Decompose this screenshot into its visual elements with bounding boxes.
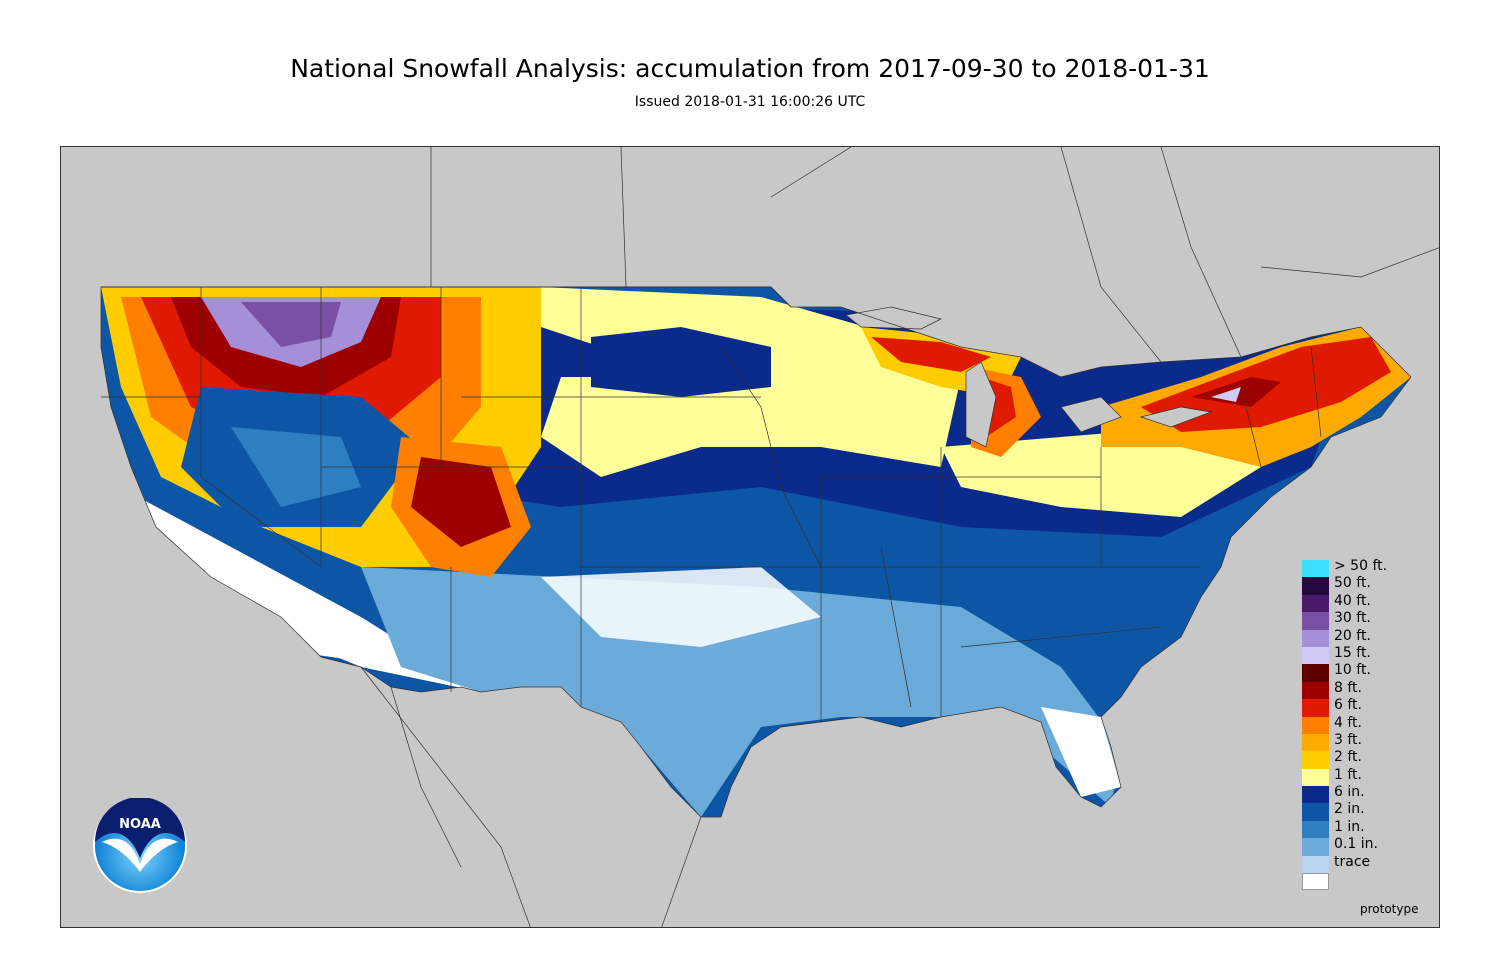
legend-swatch: [1302, 560, 1329, 578]
legend-label: 6 ft.: [1334, 697, 1362, 714]
legend-label: 0.1 in.: [1334, 836, 1378, 853]
legend-swatch: [1302, 646, 1329, 665]
legend-swatch: [1302, 664, 1329, 682]
legend-label: 3 ft.: [1334, 731, 1362, 748]
legend-swatch: [1302, 716, 1329, 734]
legend-swatch: [1302, 699, 1329, 717]
legend-swatch: [1302, 873, 1329, 891]
legend-swatch: [1302, 577, 1329, 595]
legend-swatch: [1302, 855, 1329, 874]
legend-label: 30 ft.: [1334, 610, 1371, 627]
map-title: National Snowfall Analysis: accumulation…: [290, 54, 1210, 83]
legend-label: 10 ft.: [1334, 662, 1371, 679]
issued-timestamp: Issued 2018-01-31 16:00:26 UTC: [634, 94, 866, 110]
legend-swatch: [1302, 612, 1329, 630]
legend-label: trace: [1334, 853, 1371, 870]
legend-label: 50 ft.: [1334, 575, 1371, 592]
legend-swatch: [1302, 768, 1329, 787]
legend-swatch: [1302, 681, 1329, 700]
map-canvas: [61, 147, 1439, 927]
legend-label: 2 in.: [1334, 801, 1365, 818]
legend-label: > 50 ft.: [1334, 558, 1388, 574]
legend-swatch: [1302, 629, 1329, 647]
legend-swatch: [1302, 786, 1329, 804]
legend-label: 40 ft.: [1334, 592, 1371, 609]
legend-label: 6 in.: [1334, 784, 1365, 801]
legend-swatch: [1302, 820, 1329, 839]
legend-label: 2 ft.: [1334, 749, 1362, 766]
legend-swatch: [1302, 838, 1329, 856]
legend-label: 20 ft.: [1334, 627, 1371, 644]
legend-swatch: [1302, 733, 1329, 752]
boundaries: [100, 147, 1439, 927]
logo-text: NOAA: [119, 817, 161, 832]
great-lakes: [845, 306, 1213, 448]
legend-swatch: [1302, 803, 1329, 821]
prototype-label: prototype: [1360, 902, 1419, 916]
snowfall-map: [60, 146, 1440, 928]
legend-label: 15 ft.: [1334, 644, 1371, 661]
legend-label: 8 ft.: [1334, 679, 1362, 696]
legend-label: 4 ft.: [1334, 714, 1362, 731]
legend-swatch: [1302, 751, 1329, 769]
legend-label: 1 ft.: [1334, 766, 1362, 783]
noaa-logo-icon: NOAA: [93, 798, 187, 893]
legend-swatch: [1302, 594, 1329, 613]
legend-label: 1 in.: [1334, 818, 1365, 835]
